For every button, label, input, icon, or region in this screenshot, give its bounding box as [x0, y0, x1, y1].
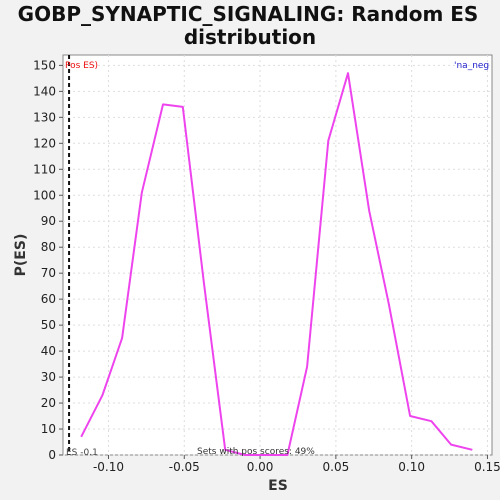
pos-es-label: Pos ES) — [65, 61, 98, 71]
series-group — [80, 72, 473, 456]
x-tick-label: 0.10 — [398, 460, 425, 474]
y-tick-label: 150 — [33, 58, 56, 72]
y-tick-label: 100 — [33, 188, 56, 202]
sets-annotation: Sets with pos scores: 49% — [197, 447, 315, 457]
x-tick-label: 0.15 — [474, 460, 500, 474]
plot-area — [62, 54, 493, 456]
y-tick-label: 140 — [33, 84, 56, 98]
y-tick-label: 90 — [41, 214, 56, 228]
y-tick-label: 70 — [41, 266, 56, 280]
x-tick-label: -0.05 — [169, 460, 200, 474]
x-axis-ticks: -0.10 -0.05 0.00 0.05 0.10 0.15 — [93, 455, 500, 474]
y-axis-label: P(ES) — [13, 234, 29, 277]
x-tick-label: 0.00 — [247, 460, 274, 474]
chart-title-line1: GOBP_SYNAPTIC_SIGNALING: Random ES — [18, 2, 479, 26]
y-tick-label: 80 — [41, 240, 56, 254]
y-tick-label: 60 — [41, 292, 56, 306]
series-line — [80, 72, 473, 456]
grid — [63, 55, 492, 456]
y-tick-label: 120 — [33, 136, 56, 150]
chart-title-line2: distribution — [184, 25, 316, 49]
y-tick-label: 10 — [41, 422, 56, 436]
y-tick-label: 40 — [41, 344, 56, 358]
y-tick-label: 20 — [41, 396, 56, 410]
x-tick-label: 0.05 — [323, 460, 350, 474]
y-tick-label: 30 — [41, 370, 56, 384]
x-tick-label: -0.10 — [93, 460, 124, 474]
neg-label: 'na_neg — [454, 61, 489, 71]
y-axis-ticks: 0 10 20 30 40 50 60 70 80 90 100 110 120 130 140 150 — [33, 58, 63, 462]
x-axis-label: ES — [268, 478, 288, 494]
es-annotation: ES -0.1 — [66, 448, 98, 458]
y-tick-label: 0 — [48, 448, 56, 462]
y-tick-label: 50 — [41, 318, 56, 332]
y-tick-label: 130 — [33, 110, 56, 124]
y-tick-label: 110 — [33, 162, 56, 176]
